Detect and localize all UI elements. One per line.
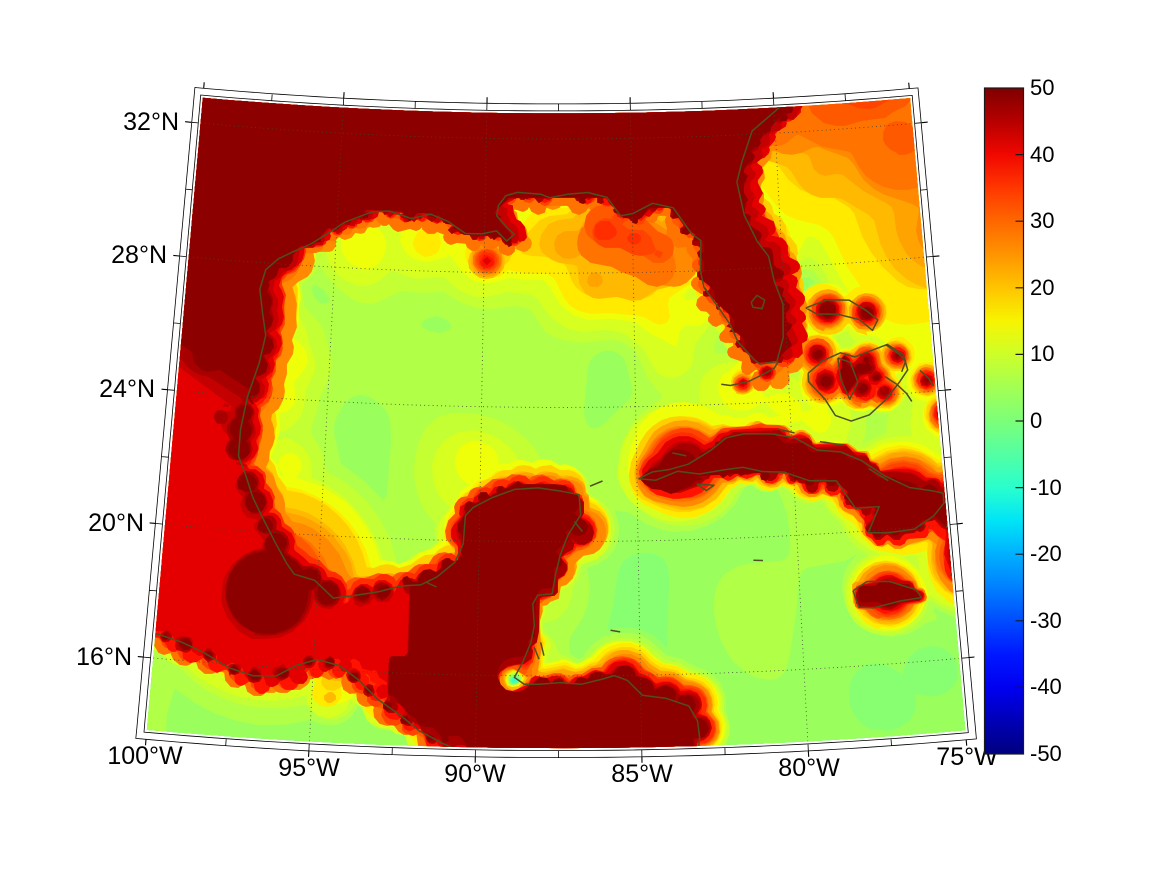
svg-text:50: 50 bbox=[1030, 75, 1054, 100]
svg-text:10: 10 bbox=[1030, 341, 1054, 366]
svg-text:30: 30 bbox=[1030, 208, 1054, 233]
svg-text:-30: -30 bbox=[1030, 608, 1062, 633]
svg-text:40: 40 bbox=[1030, 142, 1054, 167]
svg-text:85°W: 85°W bbox=[611, 760, 673, 788]
svg-text:100°W: 100°W bbox=[107, 742, 183, 770]
svg-text:-20: -20 bbox=[1030, 541, 1062, 566]
svg-text:80°W: 80°W bbox=[778, 754, 840, 782]
svg-text:28°N: 28°N bbox=[111, 241, 167, 269]
svg-text:16°N: 16°N bbox=[76, 643, 132, 671]
svg-text:20: 20 bbox=[1030, 275, 1054, 300]
svg-text:24°N: 24°N bbox=[99, 375, 155, 403]
svg-text:0: 0 bbox=[1030, 408, 1042, 433]
svg-text:95°W: 95°W bbox=[278, 754, 340, 782]
svg-text:-50: -50 bbox=[1030, 741, 1062, 766]
svg-text:-40: -40 bbox=[1030, 674, 1062, 699]
svg-text:32°N: 32°N bbox=[123, 108, 179, 136]
svg-text:20°N: 20°N bbox=[88, 509, 144, 537]
svg-text:-10: -10 bbox=[1030, 475, 1062, 500]
svg-text:90°W: 90°W bbox=[444, 760, 506, 788]
